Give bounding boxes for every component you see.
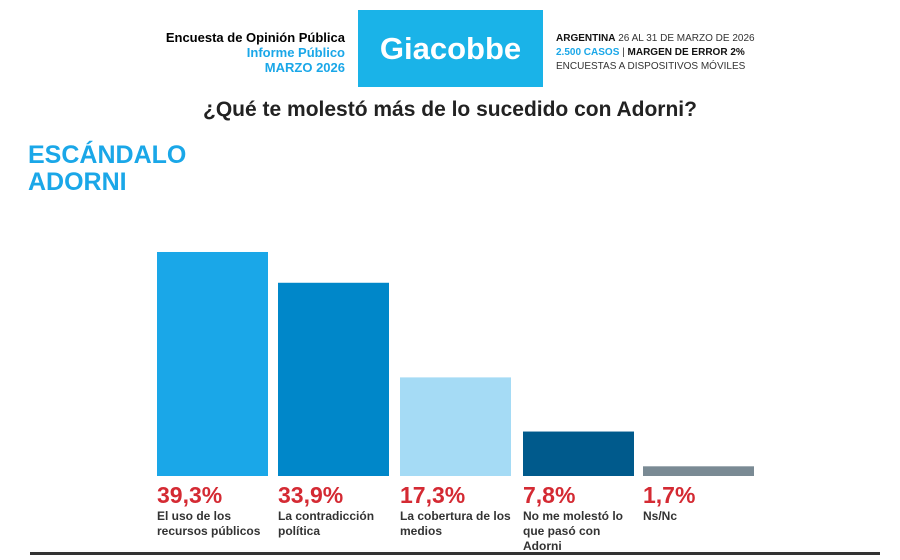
survey-header-right: ARGENTINA 26 AL 31 DE MARZO DE 2026 2.50… [556,33,755,72]
survey-header-left: Encuesta de Opinión Pública Informe Públ… [166,30,345,75]
bar [400,377,511,476]
data-label: 17,3% [400,482,466,508]
category-label: El uso de los recursos públicos [157,509,261,538]
chart-title: ¿Qué te molestó más de lo sucedido con A… [203,98,697,121]
category-label: Ns/Nc [643,509,678,523]
cases: 2.500 CASOS [556,47,620,58]
category-label: No me molestó lo que pasó con Adorni [523,509,624,553]
section-title-line: ADORNI [28,168,127,196]
bar-label: 7,8% No me molestó lo que pasó con Adorni [523,483,643,554]
bar [643,466,754,476]
method: ENCUESTAS A DISPOSITIVOS MÓVILES [556,61,746,72]
bar [523,431,634,476]
section-title: ESCÁNDALO ADORNI [28,142,186,196]
bottom-rule [30,552,880,555]
survey-title: Encuesta de Opinión Pública [165,30,345,45]
data-label: 7,8% [523,482,576,508]
logo: Giacobbe [358,10,543,87]
data-label: 39,3% [157,482,223,508]
bar-label: 1,7% Ns/Nc [643,483,763,524]
dates: 26 AL 31 DE MARZO DE 2026 [618,33,755,44]
margin: MARGEN DE ERROR 2% [627,47,745,58]
bar-label: 33,9% La contradicción política [278,483,398,539]
category-label: La cobertura de los medios [400,509,511,538]
bar-label: 39,3% El uso de los recursos públicos [157,483,277,539]
data-label: 1,7% [643,482,696,508]
section-title-line: ESCÁNDALO [28,141,187,169]
bar-label: 17,3% La cobertura de los medios [400,483,520,539]
category-label: La contradicción política [278,509,375,538]
bar [157,251,268,476]
report-date: MARZO 2026 [264,60,345,75]
bar [278,282,389,476]
report-type: Informe Público [246,45,345,60]
data-label: 33,9% [278,482,344,508]
country: ARGENTINA [556,33,616,44]
